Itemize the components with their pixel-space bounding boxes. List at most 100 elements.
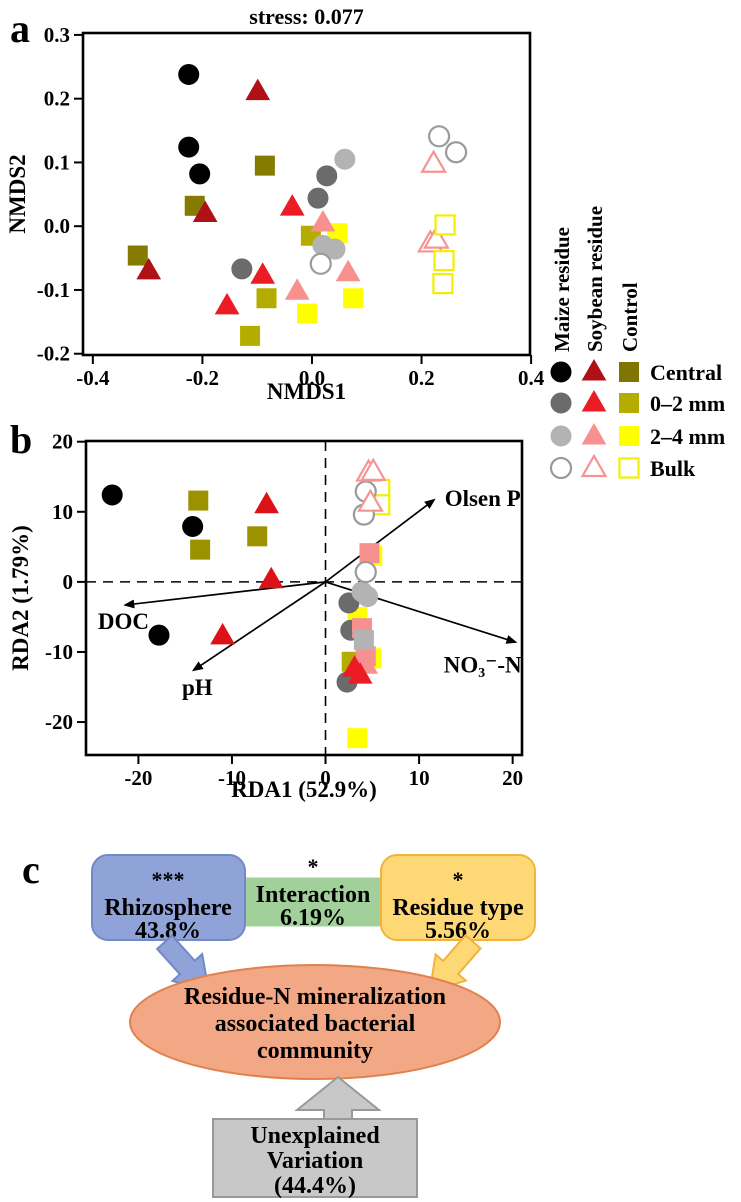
- legend-marker-Bulk: [580, 453, 608, 478]
- point-maize-central: [178, 63, 200, 85]
- point-control-2-4mm: [347, 728, 368, 749]
- legend-marker-Central: [550, 361, 572, 383]
- x-tick-label: -0.2: [186, 366, 219, 390]
- point-maize-central: [189, 163, 211, 185]
- x-tick-label: -20: [124, 766, 152, 790]
- point-soybean-0-2mm: [279, 194, 305, 216]
- series-maize-0-2mm: [231, 165, 338, 280]
- legend-row-label: Bulk: [650, 456, 696, 481]
- point-soybean-central: [192, 200, 218, 222]
- env-arrow-olsenp: [325, 498, 436, 583]
- residue-type-arrow: [428, 933, 482, 994]
- legend-row-label: 0–2 mm: [650, 391, 725, 416]
- point-soybean-central: [210, 622, 235, 645]
- interaction-stars: *: [308, 854, 319, 879]
- point-maize-bulk: [309, 252, 332, 275]
- point-soybean-central: [258, 566, 284, 589]
- rhizosphere-title: Rhizosphere: [104, 895, 232, 921]
- unexplained-line: Unexplained: [250, 1123, 380, 1149]
- point-maize-central: [101, 484, 123, 506]
- point-control-bulk: [432, 272, 454, 295]
- x-axis-title: NMDS1: [267, 379, 346, 404]
- panel-c-label: c: [22, 847, 40, 892]
- unexplained-arrow: [294, 1075, 382, 1122]
- interaction-value: 6.19%: [280, 905, 346, 931]
- y-tick-label: 10: [52, 500, 73, 524]
- point-maize-2-4mm: [324, 238, 346, 260]
- series-maize-2-4mm-square: [353, 630, 374, 651]
- point-maize-0-2mm: [307, 187, 329, 209]
- legend-column-title: Maize residue: [550, 227, 574, 352]
- chart-panel-b: -20 -10 0 10 20 20 10 0 -10 -20 RDA1 (52.9%) RDA2 (…: [8, 430, 524, 802]
- legend-marker-24mm: [550, 425, 572, 447]
- interaction-title: Interaction: [256, 882, 371, 908]
- point-soybean-2-4mm: [284, 278, 310, 300]
- y-tick-label: -0.2: [37, 342, 70, 366]
- unexplained-box: [212, 1118, 418, 1198]
- point-maize-2-4mm: [357, 586, 379, 608]
- legend-row-label: 2–4 mm: [650, 424, 725, 449]
- y-tick-label: -0.1: [37, 278, 70, 302]
- point-soybean-0-2mm: [250, 262, 276, 284]
- series-soybean-bulk: [355, 457, 387, 512]
- panel-a-label: a: [10, 6, 30, 51]
- plot-frame: [84, 439, 524, 757]
- interaction-box: [244, 877, 382, 927]
- rhizosphere-stars: ***: [152, 867, 185, 892]
- point-maize-0-2mm: [316, 165, 338, 187]
- point-control-0-2mm: [256, 288, 277, 309]
- point-maize-central: [178, 136, 200, 158]
- series-control-bulk: [432, 214, 456, 295]
- unexplained-line: Variation: [267, 1148, 363, 1174]
- y-axis-title: NMDS2: [5, 154, 30, 233]
- residue-type-stars: *: [453, 867, 464, 892]
- point-maize-2-4mm: [334, 148, 356, 170]
- x-tick-label: -0.4: [76, 366, 110, 390]
- series-control-central: [188, 490, 268, 560]
- chart-title: stress: 0.077: [249, 4, 363, 29]
- point-control-2-4mm: [343, 288, 364, 309]
- point-soybean-0-2mm: [214, 292, 240, 315]
- point-soybean-bulk: [420, 149, 447, 173]
- series-control-central: [127, 155, 275, 266]
- residue-type-value: 5.56%: [425, 918, 491, 944]
- point-soybean-bulk: [357, 488, 384, 512]
- series-soybean-central: [136, 78, 271, 280]
- point-maize-bulk: [354, 560, 377, 584]
- point-soybean-0-2mm: [347, 662, 373, 684]
- legend-column-title: Control: [618, 282, 642, 352]
- point-soybean-bulk: [422, 225, 450, 249]
- series-control-2-4mm: [297, 223, 364, 324]
- x-tick-label: 10: [409, 766, 430, 790]
- y-tick-label: 0: [63, 570, 74, 594]
- point-maize-central: [182, 516, 204, 538]
- point-soybean-2-4mm: [310, 210, 336, 232]
- y-tick-label: -10: [45, 640, 73, 664]
- legend: Maize residue Soybean residue Control Centr…: [549, 206, 725, 481]
- series-soybean-central: [210, 491, 284, 645]
- legend-marker-02mm: [581, 389, 607, 412]
- chart-panel-a: -0.4 -0.2 0.0 0.2 0.40.30.20.10.0-0.1-0.2str…: [5, 4, 545, 404]
- legend-column-title: Soybean residue: [583, 206, 607, 352]
- x-tick-label: 0.2: [408, 366, 434, 390]
- legend-marker-Bulk: [549, 456, 573, 480]
- x-tick-label: 0.0: [299, 366, 325, 390]
- point-control-central: [247, 526, 268, 547]
- panel-c-diagram: ***Rhizosphere43.8%*Interaction6.19%*Res…: [91, 854, 536, 1199]
- point-control-central: [190, 539, 211, 560]
- point-control-bulk: [433, 250, 455, 272]
- y-tick-label: 0.1: [44, 150, 70, 174]
- plot-frame: [81, 31, 532, 357]
- env-arrow-label: DOC: [98, 609, 149, 634]
- community-ellipse-line: associated bacterial: [215, 1011, 416, 1037]
- y-tick-label: -20: [45, 710, 73, 734]
- community-ellipse-line: community: [257, 1038, 373, 1064]
- point-soybean-central: [136, 257, 162, 280]
- unexplained-line: (44.4%): [274, 1173, 356, 1199]
- community-ellipse: [129, 964, 501, 1080]
- point-maize-bulk: [427, 125, 451, 148]
- residue-type-box: [380, 854, 536, 941]
- env-arrow-label: Olsen P: [445, 486, 521, 511]
